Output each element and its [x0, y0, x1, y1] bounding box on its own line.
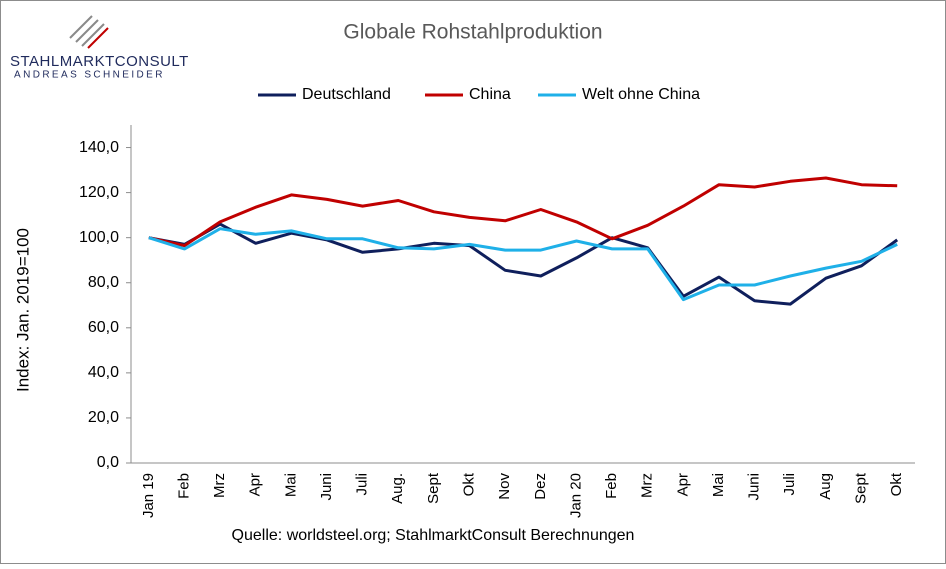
series-line: [148, 227, 898, 302]
x-tick-label: Mrz: [211, 473, 228, 498]
x-tick-label: Apr: [247, 473, 264, 496]
x-tick-label: Juli: [781, 473, 798, 496]
chart-title: Globale Rohstahlproduktion: [343, 21, 602, 44]
x-tick-label: Apr: [674, 473, 691, 496]
x-tick-label: Nov: [496, 473, 513, 500]
y-tick-label: 80,0: [88, 274, 119, 291]
legend-label: China: [469, 86, 511, 103]
x-tick-label: Mrz: [639, 473, 656, 498]
x-tick-label: Juli: [354, 473, 371, 496]
legend-label: Deutschland: [302, 86, 391, 103]
y-tick-label: 40,0: [88, 364, 119, 381]
series-line: [148, 176, 898, 248]
y-tick-label: 20,0: [88, 409, 119, 426]
source: Quelle: worldsteel.org; StahlmarktConsul…: [232, 527, 635, 544]
y-tick-label: 60,0: [88, 319, 119, 336]
logo-icon: [69, 15, 109, 49]
x-tick-label: Sept: [853, 472, 870, 504]
y-tick-label: 0,0: [97, 454, 119, 471]
x-tick-label: Jan 19: [140, 473, 157, 518]
x-tick-label: Sept: [425, 472, 442, 504]
y-tick-label: 140,0: [79, 139, 119, 156]
logo-subname: ANDREAS SCHNEIDER: [14, 70, 165, 81]
x-tick-label: Aug.: [389, 473, 406, 504]
logo-name: STAHLMARKTCONSULT: [10, 53, 189, 70]
series-line: [148, 222, 899, 306]
x-tick-label: Dez: [532, 473, 549, 500]
y-tick-label: 100,0: [79, 229, 119, 246]
x-tick-label: Mai: [710, 473, 727, 497]
legend-label: Welt ohne China: [582, 86, 700, 103]
x-tick-label: Feb: [603, 473, 620, 499]
x-tick-label: Jan 20: [567, 473, 584, 518]
x-tick-label: Feb: [175, 473, 192, 499]
x-tick-label: Okt: [888, 472, 905, 496]
x-tick-label: Aug: [817, 473, 834, 500]
y-axis-label: Index: Jan. 2019=100: [13, 228, 32, 392]
x-tick-label: Mai: [282, 473, 299, 497]
x-tick-label: Okt: [461, 472, 478, 496]
y-tick-label: 120,0: [79, 184, 119, 201]
x-tick-label: Juni: [318, 473, 335, 501]
x-tick-label: Juni: [746, 473, 763, 501]
